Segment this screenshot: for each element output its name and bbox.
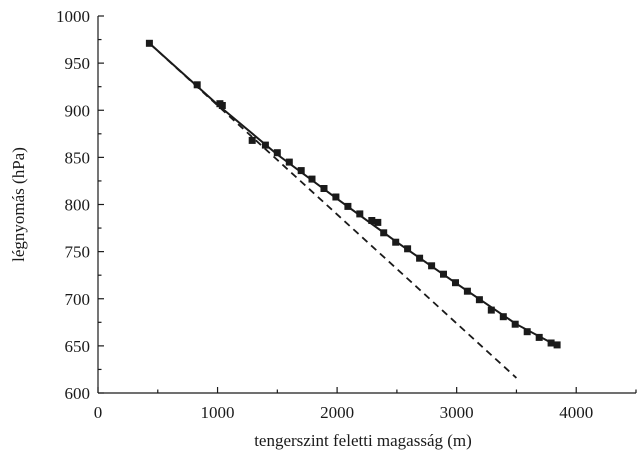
x-tick-label: 0 — [94, 403, 103, 422]
data-point — [193, 81, 201, 89]
data-point — [463, 287, 471, 295]
y-tick-label: 900 — [65, 101, 91, 120]
data-points — [145, 39, 561, 349]
data-point — [285, 158, 293, 166]
data-point — [535, 333, 543, 341]
data-point — [452, 279, 459, 287]
data-point — [248, 136, 256, 144]
data-point — [273, 149, 281, 157]
data-point — [368, 217, 376, 224]
y-tick-label: 1000 — [56, 7, 90, 26]
data-point — [218, 102, 226, 109]
y-tick-label: 600 — [65, 384, 91, 403]
y-tick-label: 750 — [65, 243, 91, 262]
data-point — [332, 193, 340, 201]
data-point — [547, 339, 555, 347]
data-point — [297, 167, 305, 175]
y-tick-label: 650 — [65, 337, 91, 356]
x-tick-label: 3000 — [440, 403, 474, 422]
data-point — [374, 218, 382, 226]
data-point — [553, 341, 561, 349]
ticks: 0 1000 2000 3000 4000 600 650 700 750 800 850 900 95… — [56, 7, 637, 422]
data-point — [145, 39, 153, 47]
axes — [97, 16, 636, 394]
data-point — [261, 141, 269, 149]
data-point — [511, 320, 519, 328]
y-tick-label: 700 — [65, 290, 91, 309]
data-point — [320, 185, 328, 192]
data-point — [380, 229, 388, 237]
y-tick-label: 950 — [65, 54, 91, 73]
solid-line — [148, 42, 558, 347]
x-tick-label: 1000 — [201, 403, 235, 422]
dashed-line — [148, 42, 518, 379]
data-point — [344, 202, 352, 210]
data-point — [523, 328, 531, 336]
y-tick-label: 800 — [65, 196, 91, 215]
y-tick-label: 850 — [65, 148, 91, 167]
data-point — [356, 210, 364, 218]
x-tick-label: 2000 — [320, 403, 354, 422]
data-point — [440, 270, 447, 278]
data-point — [487, 306, 495, 314]
series-lines — [148, 42, 558, 379]
y-axis-label: légnyomás (hPa) — [9, 147, 28, 262]
data-point — [392, 238, 400, 246]
x-axis-label: tengerszint feletti magasság (m) — [254, 431, 472, 450]
x-tick-label: 4000 — [559, 403, 593, 422]
data-point — [416, 254, 424, 262]
data-point — [404, 245, 412, 253]
data-point — [308, 175, 316, 183]
data-point — [499, 313, 507, 321]
data-point — [475, 296, 483, 304]
data-point — [428, 262, 436, 270]
